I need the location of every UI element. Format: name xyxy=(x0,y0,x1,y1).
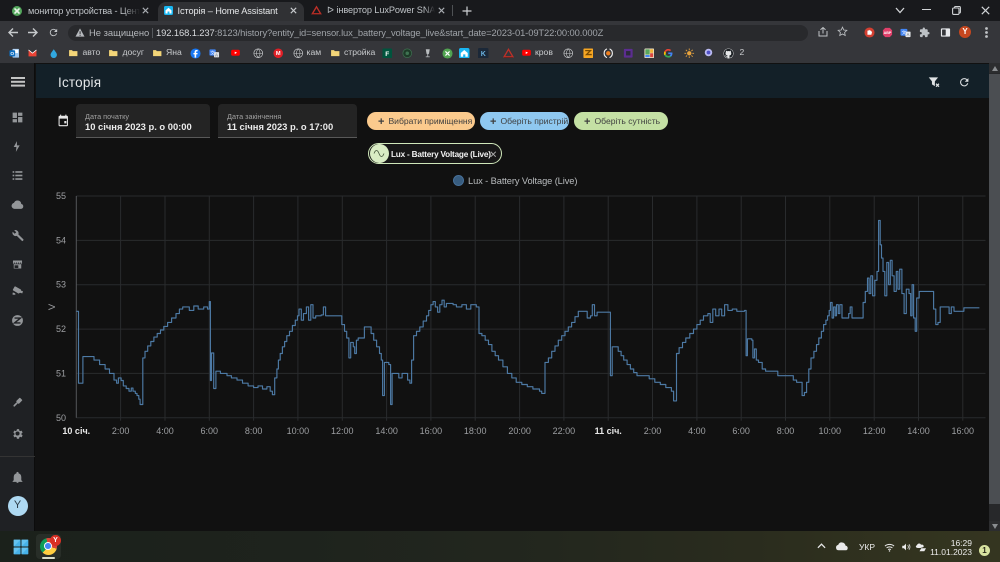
svg-text:50: 50 xyxy=(56,413,66,423)
svg-text:55: 55 xyxy=(56,191,66,201)
svg-text:10:00: 10:00 xyxy=(819,426,842,436)
svg-text:54: 54 xyxy=(56,235,66,245)
svg-text:F: F xyxy=(385,50,389,57)
svg-text:8:00: 8:00 xyxy=(245,426,263,436)
svg-text:V: V xyxy=(47,303,58,310)
svg-text:A: A xyxy=(215,52,218,57)
svg-text:52: 52 xyxy=(56,324,66,334)
svg-text:11 січ.: 11 січ. xyxy=(595,426,622,436)
svg-text:文: 文 xyxy=(902,29,907,36)
svg-text:ABP: ABP xyxy=(883,31,891,35)
svg-text:18:00: 18:00 xyxy=(464,426,487,436)
svg-text:A: A xyxy=(907,31,910,36)
svg-text:14:00: 14:00 xyxy=(907,426,930,436)
svg-text:6:00: 6:00 xyxy=(201,426,219,436)
svg-text:2:00: 2:00 xyxy=(644,426,662,436)
svg-text:10:00: 10:00 xyxy=(287,426,310,436)
svg-text:51: 51 xyxy=(56,368,66,378)
svg-text:53: 53 xyxy=(56,280,66,290)
svg-text:K: K xyxy=(481,50,486,57)
svg-text:6:00: 6:00 xyxy=(732,426,750,436)
svg-text:M: M xyxy=(276,51,281,57)
svg-text:16:00: 16:00 xyxy=(420,426,443,436)
svg-text:4:00: 4:00 xyxy=(156,426,174,436)
svg-text:4:00: 4:00 xyxy=(688,426,706,436)
svg-text:10 січ.: 10 січ. xyxy=(62,426,90,436)
svg-text:12:00: 12:00 xyxy=(331,426,354,436)
svg-text:8:00: 8:00 xyxy=(777,426,795,436)
svg-text:O: O xyxy=(10,51,14,57)
svg-text:20:00: 20:00 xyxy=(508,426,531,436)
svg-text:2:00: 2:00 xyxy=(112,426,130,436)
svg-text:22:00: 22:00 xyxy=(553,426,576,436)
svg-text:12:00: 12:00 xyxy=(863,426,886,436)
svg-text:文: 文 xyxy=(210,49,215,56)
svg-text:14:00: 14:00 xyxy=(375,426,398,436)
svg-text:16:00: 16:00 xyxy=(952,426,975,436)
